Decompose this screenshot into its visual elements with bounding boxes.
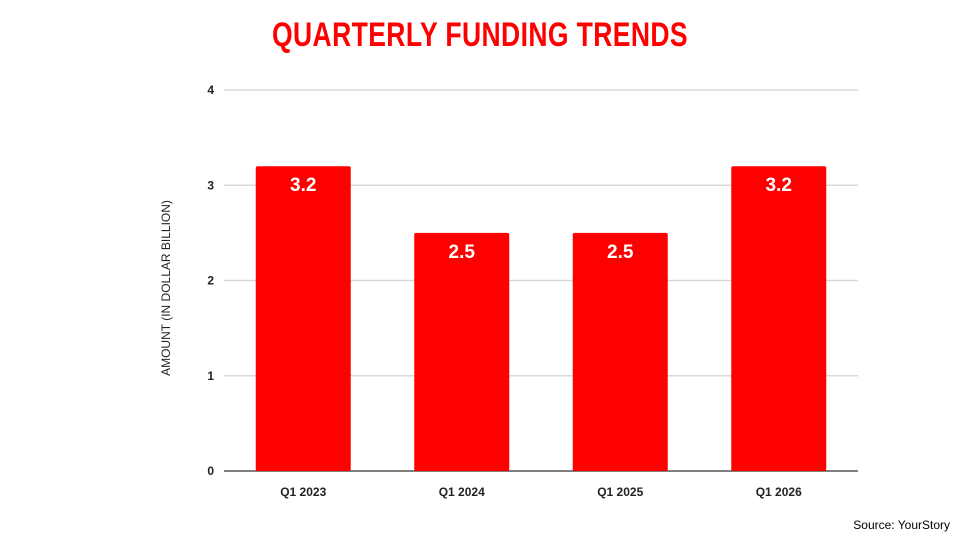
source-note: Source: YourStory xyxy=(853,518,950,532)
chart-title: QUARTERLY FUNDING TRENDS xyxy=(271,16,689,54)
x-tick-label: Q1 2025 xyxy=(597,485,643,499)
data-label: 3.2 xyxy=(766,175,792,196)
y-tick-label: 0 xyxy=(207,464,214,478)
y-axis-label: AMOUNT (IN DOLLAR BILLION) xyxy=(159,200,173,376)
data-label: 2.5 xyxy=(449,242,476,263)
x-tick-label: Q1 2026 xyxy=(756,485,802,499)
bar xyxy=(255,166,351,471)
x-tick-label: Q1 2024 xyxy=(439,485,485,499)
bar xyxy=(414,232,510,471)
bar xyxy=(572,232,668,471)
y-tick-label: 4 xyxy=(207,83,214,97)
y-tick-label: 2 xyxy=(207,274,214,288)
bar xyxy=(731,166,827,471)
y-tick-label: 3 xyxy=(207,178,214,192)
data-label: 2.5 xyxy=(607,242,634,263)
y-tick-label: 1 xyxy=(207,369,214,383)
data-label: 3.2 xyxy=(290,175,316,196)
x-tick-label: Q1 2023 xyxy=(280,485,326,499)
